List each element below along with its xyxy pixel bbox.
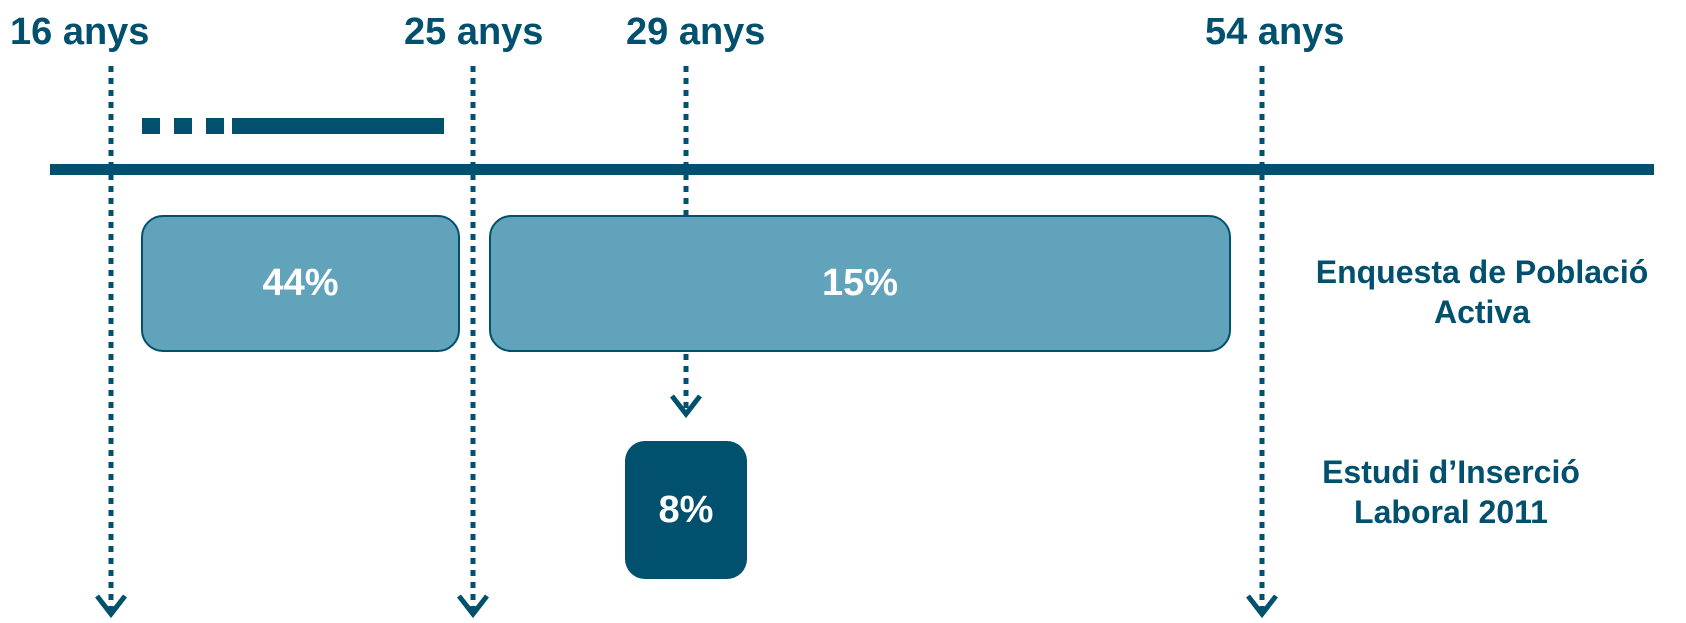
range-bar-dash xyxy=(142,118,160,134)
source-label-eil-line2: Laboral 2011 xyxy=(1354,494,1548,530)
range-bar-solid xyxy=(232,118,444,134)
source-label-eil-line1: Estudi d’Inserció xyxy=(1322,454,1580,490)
arrow-down-icon xyxy=(457,594,489,619)
epa-box-16-25-value: 44% xyxy=(262,262,339,304)
source-label-eil: Estudi d’Inserció Laboral 2011 xyxy=(1261,452,1641,532)
eil-box-29: 8% xyxy=(625,441,747,579)
source-label-epa-line2: Activa xyxy=(1433,294,1531,330)
epa-box-25-54-value: 15% xyxy=(821,262,899,304)
age-label-29: 29 anys xyxy=(626,11,766,53)
arrow-down-icon xyxy=(1246,594,1278,619)
arrow-down-icon xyxy=(95,594,127,619)
epa-box-25-54: 15% xyxy=(489,215,1231,352)
age-label-16: 16 anys xyxy=(10,11,150,53)
range-bar xyxy=(142,118,444,134)
source-label-epa: Enquesta de Població Activa xyxy=(1292,252,1672,332)
range-bar-dash xyxy=(174,118,192,134)
age-label-25: 25 anys xyxy=(404,11,544,53)
arrow-down-icon xyxy=(670,394,702,419)
epa-box-16-25: 44% xyxy=(141,215,460,352)
range-bar-dash xyxy=(206,118,224,134)
timeline-axis xyxy=(50,164,1654,175)
age-label-54: 54 anys xyxy=(1205,11,1345,53)
eil-box-29-value: 8% xyxy=(658,488,714,531)
source-label-epa-line1: Enquesta de Població xyxy=(1315,254,1649,290)
